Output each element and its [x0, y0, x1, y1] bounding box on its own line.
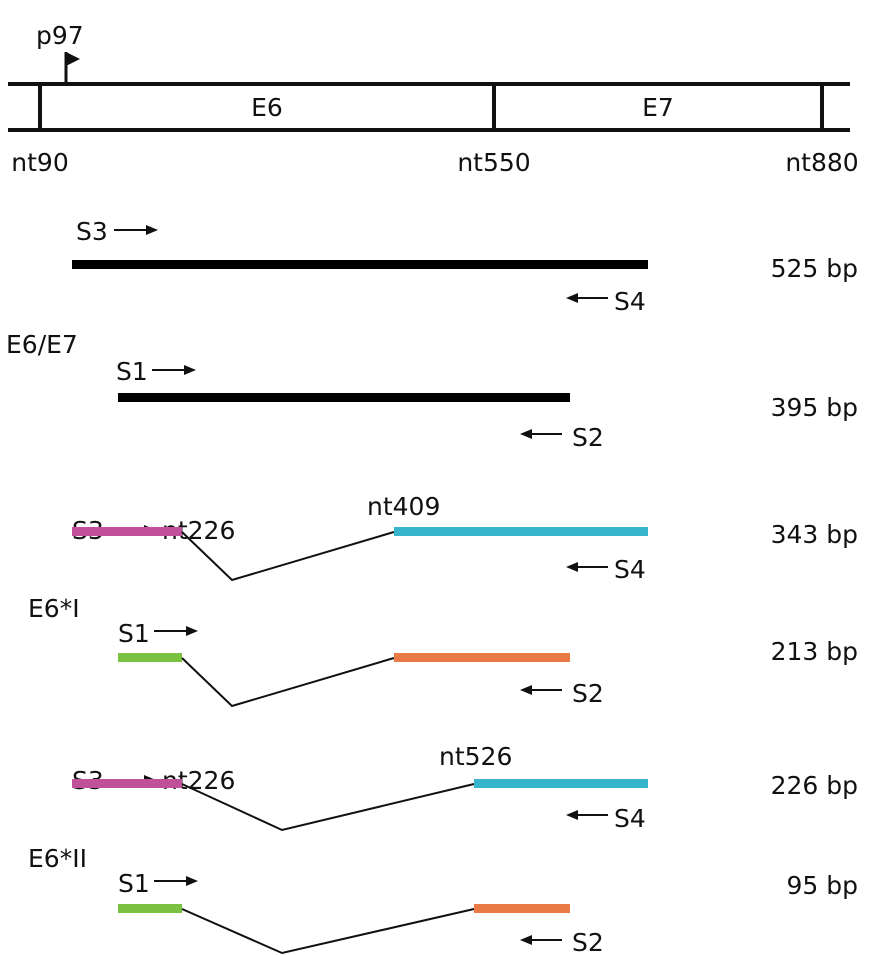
forward-arrow-icon — [154, 626, 198, 636]
reverse-primer-label: S2 — [572, 679, 604, 708]
reverse-primer-label: S4 — [614, 555, 646, 584]
product-e6-star-i-s3-s4: S3 nt226 nt409 S4 343 bp — [72, 492, 858, 584]
promoter-flag-icon — [64, 52, 80, 82]
acceptor-exon-bar — [474, 904, 570, 913]
forward-arrow-icon — [154, 876, 198, 886]
reverse-arrow-icon — [566, 562, 608, 572]
reverse-primer-label: S4 — [614, 804, 646, 833]
splice-acceptor-label: nt526 — [439, 742, 512, 771]
intron-line — [181, 908, 475, 955]
exon-e6-label: E6 — [251, 93, 283, 122]
product-size: 395 bp — [771, 393, 858, 422]
product-size: 213 bp — [771, 637, 858, 666]
forward-primer-label: S1 — [118, 869, 150, 898]
transcript-name-label: E6*I — [28, 594, 80, 623]
splice-acceptor-label: nt409 — [367, 492, 440, 521]
exon-e7-label: E7 — [642, 93, 674, 122]
reverse-arrow-icon — [520, 685, 562, 695]
acceptor-exon-bar — [474, 779, 648, 788]
product-unspliced-s1-s2: E6/E7 S1 S2 395 bp — [6, 330, 858, 452]
reverse-arrow-icon — [566, 293, 608, 303]
intron-line — [181, 531, 395, 582]
transcript-name-label: E6/E7 — [6, 330, 78, 359]
forward-primer-label: S1 — [118, 619, 150, 648]
forward-arrow-icon — [152, 365, 196, 375]
acceptor-exon-bar — [394, 653, 570, 662]
acceptor-exon-bar — [394, 527, 648, 536]
position-nt90-label: nt90 — [11, 148, 68, 177]
donor-exon-bar — [118, 904, 182, 913]
product-size: 226 bp — [771, 771, 858, 800]
position-nt880-label: nt880 — [785, 148, 858, 177]
forward-arrow-icon — [114, 225, 158, 235]
position-nt550-label: nt550 — [457, 148, 530, 177]
reverse-primer-label: S4 — [614, 287, 646, 316]
product-e6-star-ii-s1-s2: E6*II S1 S2 95 bp — [28, 844, 858, 955]
product-size: 95 bp — [787, 871, 859, 900]
amplicon-bar — [72, 260, 648, 269]
reverse-primer-label: S2 — [572, 423, 604, 452]
intron-line — [181, 783, 475, 832]
reverse-arrow-icon — [520, 429, 562, 439]
donor-exon-bar — [72, 527, 182, 536]
transcript-name-label: E6*II — [28, 844, 87, 873]
intron-line — [181, 657, 395, 708]
promoter-label: p97 — [36, 21, 84, 50]
donor-exon-bar — [118, 653, 182, 662]
product-size: 343 bp — [771, 520, 858, 549]
forward-primer-label: S1 — [116, 357, 148, 386]
reverse-arrow-icon — [520, 935, 562, 945]
reverse-arrow-icon — [566, 810, 608, 820]
product-e6-star-ii-s3-s4: S3 nt226 nt526 S4 226 bp — [72, 742, 858, 833]
amplicon-bar — [118, 393, 570, 402]
forward-primer-label: S3 — [76, 217, 108, 246]
reverse-primer-label: S2 — [572, 928, 604, 955]
donor-exon-bar — [72, 779, 182, 788]
product-unspliced-s3-s4: S3 S4 525 bp — [72, 217, 858, 316]
product-size: 525 bp — [771, 254, 858, 283]
gene-map: p97 E6 E7 nt90 nt550 nt880 — [8, 21, 859, 177]
product-e6-star-i-s1-s2: E6*I S1 S2 213 bp — [28, 594, 858, 708]
